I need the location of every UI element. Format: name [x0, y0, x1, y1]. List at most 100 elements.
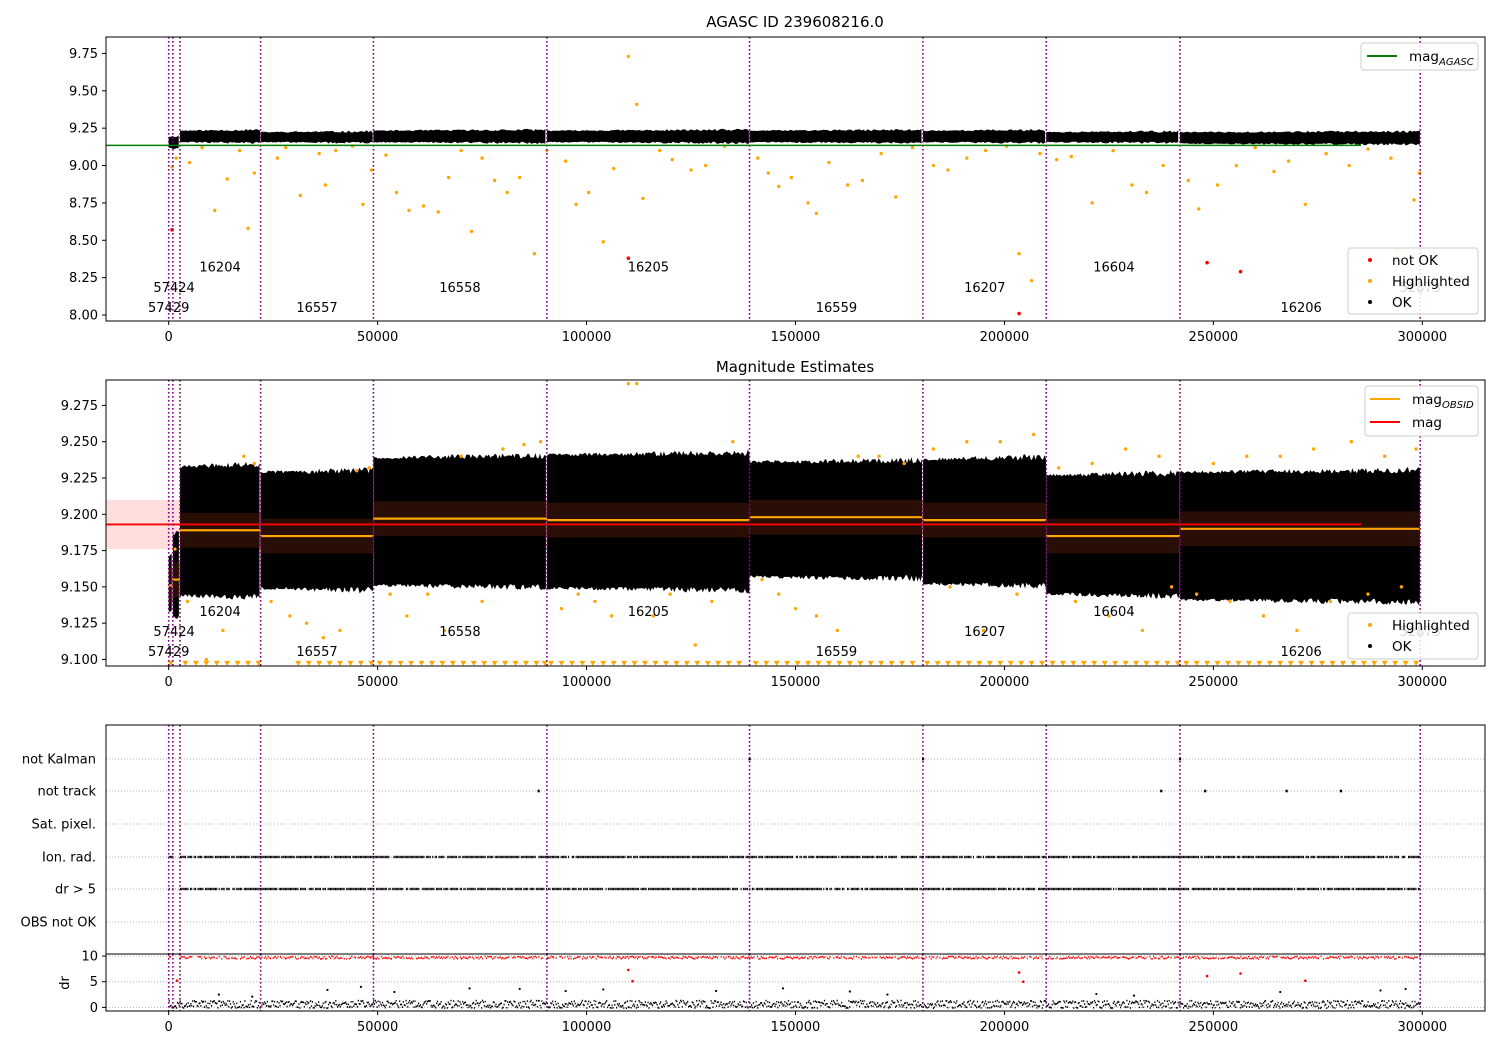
flag-point [442, 855, 444, 859]
dr-black-point [439, 1003, 441, 1005]
dr-red-point [1149, 955, 1151, 958]
flag-point [1271, 887, 1273, 891]
dr-black-point [607, 1006, 609, 1009]
dr-black-point [907, 1004, 909, 1006]
flag-point [525, 855, 527, 859]
flag-point [262, 887, 264, 891]
flag-point [584, 855, 586, 859]
dr-black-point [977, 1006, 979, 1008]
dr-red-point [1215, 956, 1217, 959]
flag-point [753, 887, 755, 891]
dr-red-point [639, 956, 641, 958]
dr-red-point [1313, 957, 1315, 960]
flag-point [1093, 855, 1094, 859]
flag-point [815, 887, 817, 891]
below-range-marker [1122, 660, 1129, 666]
flag-point [1163, 887, 1164, 891]
dr-black-point [459, 1001, 461, 1003]
dr-black-point [402, 1001, 404, 1003]
dr-black-point [389, 1006, 391, 1008]
highlighted-point [635, 381, 639, 386]
flag-point [1254, 887, 1256, 891]
dr-black-point [606, 999, 608, 1002]
flag-point [1093, 887, 1094, 891]
flag-point [790, 855, 792, 859]
flag-point [232, 887, 234, 891]
below-range-marker [1007, 660, 1014, 666]
dr-red-point [1348, 956, 1350, 959]
below-range-marker [1287, 660, 1294, 666]
highlighted-point [421, 204, 426, 208]
dr-black-point [336, 1003, 338, 1006]
highlighted-point [1295, 628, 1299, 633]
dr-black-point [810, 1003, 812, 1005]
flag-point [623, 855, 625, 859]
dr-black-point [615, 1000, 617, 1002]
flag-point [1160, 887, 1162, 891]
flag-point [210, 887, 211, 891]
dr-red-point [828, 958, 830, 960]
dr-black-point [976, 1006, 978, 1009]
dr-red-point [724, 958, 726, 960]
dr-red-point [438, 955, 440, 958]
dr-red-point [502, 957, 504, 959]
flag-point [1109, 887, 1111, 891]
dr-red-point [397, 955, 399, 958]
dr-black-point [571, 1000, 573, 1003]
highlighted-point [1366, 147, 1370, 151]
dr-black-point [463, 1001, 466, 1004]
dr-black-point [1348, 1004, 1350, 1006]
below-range-marker [502, 660, 509, 666]
dr-black-point [324, 1001, 326, 1004]
below-range-marker [1319, 660, 1326, 666]
flag-point [945, 855, 947, 859]
flag-point [499, 887, 501, 891]
dr-black-point [290, 1003, 292, 1005]
dr-black-point [1351, 1001, 1353, 1003]
dr-red-point [320, 958, 322, 960]
flag-point [1116, 855, 1118, 859]
flag-point [1369, 887, 1371, 891]
flag-point [661, 855, 663, 859]
flag-point [1288, 887, 1289, 891]
dr-red-point [1269, 955, 1271, 958]
dr-red-point [715, 956, 717, 958]
dr-red-point [378, 958, 380, 960]
flag-point [544, 855, 546, 859]
dr-red-point [723, 956, 725, 958]
dr-black-point [758, 1004, 760, 1006]
dr-black-point [553, 1004, 555, 1006]
flag-point [865, 855, 867, 859]
flag-point [1151, 887, 1153, 891]
flag-point [290, 855, 291, 859]
dr-black-point [246, 1005, 248, 1008]
flag-point [693, 887, 695, 891]
highlighted-point [369, 168, 374, 172]
highlighted-point [187, 160, 192, 165]
dr-black-point [220, 1001, 223, 1004]
dr-black-point [211, 1001, 214, 1003]
flag-point [783, 887, 785, 891]
flag-point [1336, 887, 1338, 891]
flag-point [1049, 887, 1051, 891]
flag-point [807, 887, 808, 891]
dr-red-point [1226, 957, 1228, 959]
dr-black-point [1378, 1007, 1380, 1009]
dr-black-point [468, 1004, 470, 1006]
dr-black-point [984, 1002, 986, 1005]
dr-red-point [1160, 955, 1162, 958]
flag-point [385, 855, 387, 859]
flag-point [502, 855, 504, 859]
flag-point [187, 887, 189, 891]
flag-point [271, 855, 273, 859]
dr-red-point [615, 957, 617, 960]
dr-black-point [750, 1006, 752, 1008]
flag-point [563, 887, 565, 891]
dr-black-point [1252, 1002, 1254, 1005]
flag-point [564, 887, 566, 891]
flag-point [1290, 855, 1292, 859]
dr-black-point [1203, 1002, 1205, 1004]
highlighted-point [522, 442, 526, 447]
dr-red-point [1385, 956, 1387, 958]
dr-black-point [267, 1005, 269, 1007]
